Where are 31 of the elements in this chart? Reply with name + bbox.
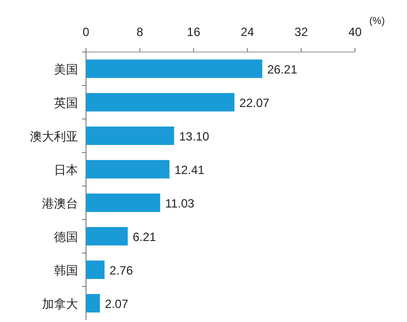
x-tick-label: 0: [82, 25, 90, 39]
data-label: 11.03: [165, 196, 195, 210]
x-tick-label: 8: [136, 25, 144, 39]
y-tick-label: 澳大利亚: [30, 129, 78, 144]
y-tick-label: 加拿大: [42, 296, 78, 311]
data-label: 2.07: [104, 296, 129, 311]
y-tick-label: 日本: [54, 162, 78, 177]
y-tick-label: 港澳台: [42, 196, 78, 210]
data-label: 13.10: [179, 129, 210, 144]
x-tick-label: 16: [186, 25, 201, 39]
y-tick-label: 美国: [54, 62, 78, 76]
y-tick-label: 韩国: [54, 263, 78, 278]
data-label: 12.41: [174, 162, 205, 177]
bar: [86, 294, 100, 312]
bar: [86, 60, 262, 78]
bar: [86, 93, 234, 112]
data-label: 2.76: [110, 263, 134, 278]
x-tick-label: 40: [348, 25, 362, 39]
bar: [86, 126, 174, 145]
bar: [86, 160, 170, 178]
bar: [86, 260, 105, 279]
x-tick-label: 32: [294, 25, 308, 39]
data-label: 6.21: [132, 230, 156, 244]
data-label: 26.21: [267, 62, 298, 76]
x-axis-title: (%): [369, 16, 385, 27]
x-tick-label: 24: [240, 25, 254, 39]
data-label: 22.07: [239, 96, 270, 110]
bar: [86, 194, 160, 212]
y-tick-label: 英国: [54, 96, 78, 110]
y-tick-label: 德国: [54, 230, 78, 244]
bar: [86, 227, 128, 246]
